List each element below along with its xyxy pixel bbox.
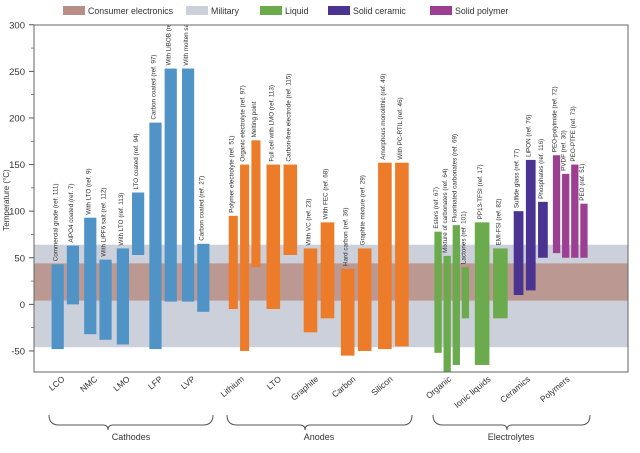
svg-text:Electrolytes: Electrolytes [488,432,535,442]
svg-text:Cathodes: Cathodes [112,432,151,442]
svg-text:Anodes: Anodes [304,432,335,442]
